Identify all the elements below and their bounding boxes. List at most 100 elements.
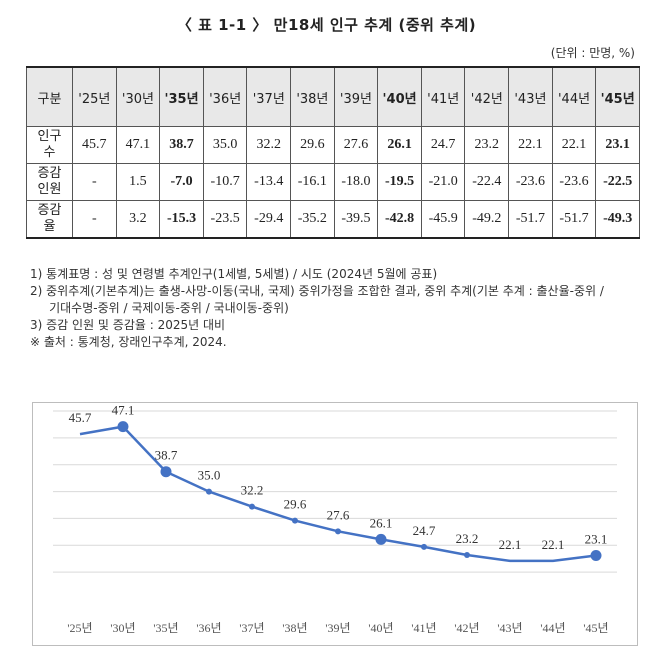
data-label: 45.7 <box>69 410 92 425</box>
line-chart: 45.7 47.1 38.7 35.0 32.2 29.6 27.6 26.1 24.7 23.2… <box>32 402 638 646</box>
x-tick-label: '43년 <box>497 621 522 635</box>
year-header: '37년 <box>246 66 292 127</box>
table-cell: 23.1 <box>595 126 640 164</box>
table-cell: 23.2 <box>464 126 510 164</box>
table-row: 증감 인원 -1.5 -7.0 -10.7 -13.4 -16.1 -18.0 -19.5 -21… <box>26 163 640 201</box>
row-label: 증감 율 <box>26 200 73 239</box>
data-point <box>160 466 172 478</box>
table-cell: 29.6 <box>290 126 335 164</box>
footnotes: 1) 통계표명 : 성 및 연령별 추계인구(1세별, 5세별) / 시도 (2… <box>30 266 640 351</box>
table-cell: -10.7 <box>202 163 248 201</box>
x-tick-label: '39년 <box>325 621 350 635</box>
table-cell: - <box>72 200 117 239</box>
population-table: 구분 '25년 '30년 '35년 '36년 '37년 '38년 '39년 '40년 '41년 '4… <box>26 66 640 239</box>
table-cell: - <box>72 163 117 201</box>
x-tick-label: '36년 <box>196 621 221 635</box>
data-label: 22.1 <box>499 537 522 552</box>
x-tick-label: '45년 <box>583 621 608 635</box>
table-cell: -29.4 <box>246 200 292 239</box>
table-cell: 22.1 <box>508 126 553 164</box>
x-tick-label: '37년 <box>239 621 264 635</box>
year-header: '36년 <box>202 66 248 127</box>
table-cell: 22.1 <box>551 126 597 164</box>
table-cell: -39.5 <box>333 200 379 239</box>
table-cell: -19.5 <box>377 163 422 201</box>
table-cell: -42.8 <box>377 200 422 239</box>
row-label-line: 인구 <box>37 129 62 144</box>
data-point <box>206 488 212 495</box>
table-cell: -21.0 <box>420 163 466 201</box>
table-cell: -23.6 <box>551 163 597 201</box>
row-label: 인구 수 <box>26 126 73 164</box>
year-header: '40년 <box>377 66 422 127</box>
table-cell: -49.2 <box>464 200 510 239</box>
data-label: 47.1 <box>112 403 135 418</box>
row-label: 증감 인원 <box>26 163 73 201</box>
table-cell: -18.0 <box>333 163 379 201</box>
data-label: 23.2 <box>456 531 479 546</box>
table-cell: -51.7 <box>508 200 553 239</box>
table-cell: -16.1 <box>290 163 335 201</box>
year-header: '42년 <box>464 66 510 127</box>
data-point <box>292 517 298 524</box>
table-cell: -15.3 <box>159 200 204 239</box>
table-cell: -23.6 <box>508 163 553 201</box>
x-tick-label: '30년 <box>110 621 135 635</box>
year-header: '41년 <box>420 66 466 127</box>
footnote-2-cont: 기대수명-중위 / 국제이동-중위 / 국내이동-중위) <box>30 301 289 315</box>
x-tick-label: '42년 <box>454 621 479 635</box>
x-tick-label: '25년 <box>67 621 92 635</box>
x-tick-label: '35년 <box>153 621 178 635</box>
year-header: '44년 <box>551 66 597 127</box>
data-label: 26.1 <box>370 515 393 530</box>
year-header: '38년 <box>290 66 335 127</box>
year-header: '30년 <box>115 66 161 127</box>
table-header-row: 구분 '25년 '30년 '35년 '36년 '37년 '38년 '39년 '40년 '41년 '4… <box>26 66 640 127</box>
row-label-line: 인원 <box>37 182 62 197</box>
table-cell: 24.7 <box>420 126 466 164</box>
year-header: '43년 <box>508 66 553 127</box>
line-chart-svg: 45.7 47.1 38.7 35.0 32.2 29.6 27.6 26.1 24.7 23.2… <box>53 403 617 635</box>
data-point <box>590 549 602 561</box>
data-label: 35.0 <box>198 468 221 483</box>
table-cell: 1.5 <box>115 163 161 201</box>
x-tick-label: '44년 <box>540 621 565 635</box>
table-cell: 26.1 <box>377 126 422 164</box>
footnote-2: 2) 중위추계(기본추계)는 출생-사망-이동(국내, 국제) 중위가정을 조합… <box>30 284 604 298</box>
source-note: ※ 출처 : 통계청, 장래인구추계, 2024. <box>30 335 227 349</box>
data-label: 22.1 <box>542 537 565 552</box>
table-cell: -23.5 <box>202 200 248 239</box>
unit-label: (단위 : 만명, %) <box>550 46 635 60</box>
x-tick-label: '41년 <box>411 621 436 635</box>
year-header: '39년 <box>333 66 379 127</box>
table-cell: -49.3 <box>595 200 640 239</box>
footnote-3: 3) 증감 인원 및 증감율 : 2025년 대비 <box>30 318 226 332</box>
data-label: 29.6 <box>284 497 307 512</box>
data-point <box>464 551 470 558</box>
table-cell: -7.0 <box>159 163 204 201</box>
data-point <box>421 543 427 550</box>
table-corner-label: 구분 <box>26 66 73 127</box>
table-cell: -51.7 <box>551 200 597 239</box>
table-cell: -13.4 <box>246 163 292 201</box>
row-label-line: 수 <box>43 145 56 160</box>
data-point <box>335 528 341 535</box>
data-label: 32.2 <box>241 483 264 498</box>
table-cell: -35.2 <box>290 200 335 239</box>
row-label-line: 율 <box>43 219 56 234</box>
table-cell: 47.1 <box>115 126 161 164</box>
table-cell: 32.2 <box>246 126 292 164</box>
row-label-line: 증감 <box>37 203 62 218</box>
year-header: '25년 <box>72 66 117 127</box>
data-label: 23.1 <box>585 531 608 546</box>
table-cell: -22.4 <box>464 163 510 201</box>
data-point <box>249 503 255 510</box>
footnote-1: 1) 통계표명 : 성 및 연령별 추계인구(1세별, 5세별) / 시도 (2… <box>30 267 438 281</box>
data-point <box>375 533 387 545</box>
table-cell: 35.0 <box>202 126 248 164</box>
x-tick-label: '40년 <box>368 621 393 635</box>
year-header: '45년 <box>595 66 640 127</box>
row-label-line: 증감 <box>37 166 62 181</box>
data-label: 24.7 <box>413 523 436 538</box>
table-row: 증감 율 -3.2 -15.3 -23.5 -29.4 -35.2 -39.5 -42.8 -45… <box>26 200 640 239</box>
